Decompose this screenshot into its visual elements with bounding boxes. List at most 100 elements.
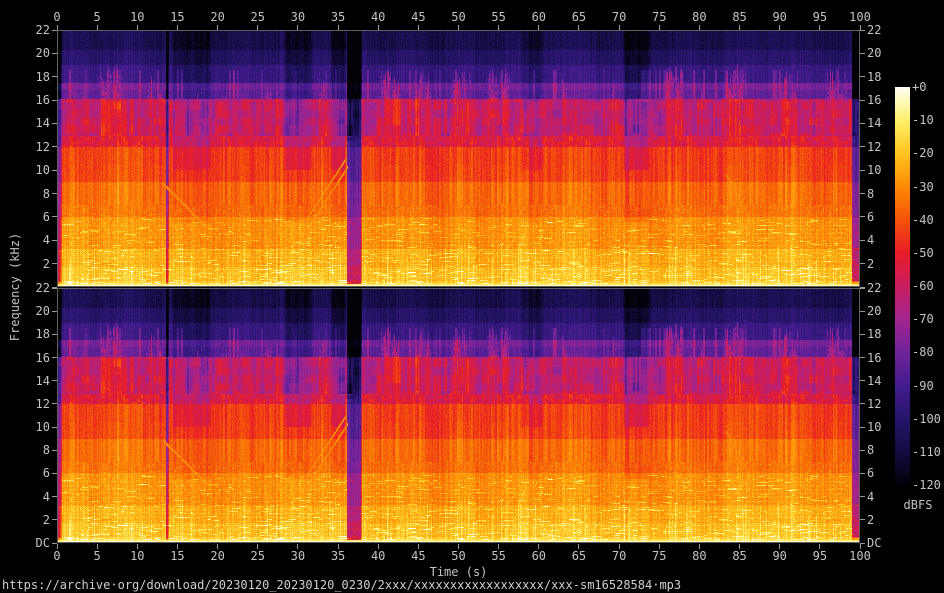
y-axis-tick-label: 16: [35, 350, 50, 365]
y-axis-tick: [52, 52, 57, 54]
y-axis-tick: [52, 310, 57, 312]
y-axis-tick-label: 8: [867, 186, 875, 201]
colorbar-tick-label: +0: [912, 80, 927, 94]
x-axis-tick-label: 25: [250, 10, 265, 24]
x-axis-tick-label: 15: [170, 549, 185, 563]
colorbar-tick-label: -90: [912, 378, 934, 393]
y-axis-tick: [860, 286, 865, 288]
x-axis-tick: [136, 25, 138, 30]
x-axis-tick: [458, 25, 459, 30]
y-axis-tick: [52, 99, 57, 101]
x-axis-tick: [417, 544, 419, 549]
x-axis-tick-label: 30: [290, 10, 306, 24]
y-axis-tick: [52, 29, 57, 31]
y-axis-tick: [860, 122, 865, 124]
y-axis-tick: [860, 403, 865, 405]
x-axis-tick: [498, 544, 500, 549]
y-axis-tick: [860, 287, 865, 289]
y-axis-tick-label: 4: [42, 489, 50, 504]
x-axis-tick-label: 100: [849, 10, 871, 24]
y-axis-tick: [52, 496, 57, 498]
y-axis-tick: [860, 310, 865, 312]
y-axis-tick: [52, 287, 57, 289]
x-axis-tick: [538, 25, 540, 30]
x-axis-tick-label: 55: [491, 10, 506, 24]
y-axis-tick-label: 20: [35, 46, 50, 61]
x-axis-tick-label: 40: [370, 10, 386, 24]
y-axis-tick-label: 14: [867, 116, 882, 131]
y-axis-tick: [860, 99, 865, 101]
x-axis-tick: [297, 544, 299, 549]
x-axis-tick: [779, 544, 781, 549]
y-axis-tick-label: 12: [35, 139, 50, 154]
x-axis-tick: [618, 544, 620, 549]
y-axis-tick-label: 18: [867, 327, 882, 342]
x-axis-tick-label: 85: [732, 549, 747, 563]
colorbar-tick-label: -60: [912, 279, 934, 293]
y-axis-tick-label: 14: [35, 373, 50, 388]
y-axis-tick: [860, 239, 865, 241]
y-axis-tick: [860, 146, 865, 148]
y-axis-tick-label: 2: [867, 512, 875, 527]
colorbar-tick-label: -20: [912, 146, 934, 161]
y-axis-tick: [860, 426, 865, 428]
x-axis-tick-label: 100: [849, 549, 871, 563]
x-axis-tick: [297, 25, 299, 30]
y-axis-tick: [860, 333, 865, 335]
x-axis-tick: [658, 25, 660, 30]
x-axis-tick: [377, 544, 379, 549]
x-axis-tick-label: 0: [53, 10, 61, 24]
spectrogram-channel-1-canvas: [57, 30, 860, 287]
y-axis-tick-label: 2: [867, 256, 875, 271]
x-axis-tick-label: 5: [93, 10, 101, 24]
y-axis-tick-label: 10: [867, 163, 882, 178]
colorbar-tick-label: -100: [912, 411, 941, 426]
colorbar-tick-label: -80: [912, 345, 934, 360]
y-axis-tick-label: 10: [867, 420, 882, 435]
y-axis-tick-label: 12: [35, 396, 50, 411]
x-axis-tick: [96, 25, 98, 30]
y-axis-tick-label: 14: [867, 373, 882, 388]
x-axis-tick-label: 50: [451, 10, 466, 24]
x-axis-tick: [658, 544, 660, 549]
x-axis-tick: [136, 544, 138, 549]
y-axis-tick-label: 22: [867, 281, 882, 295]
x-axis-tick-label: 35: [330, 10, 346, 24]
time-axis-title: Time (s): [429, 565, 488, 579]
y-axis-tick: [52, 146, 57, 148]
y-axis-tick-label: 14: [35, 116, 50, 131]
y-axis-tick: [860, 52, 865, 54]
x-axis-tick: [56, 25, 58, 30]
x-axis-tick: [578, 25, 580, 30]
x-axis-tick-label: 65: [571, 549, 587, 563]
x-axis-tick-label: 35: [330, 549, 346, 563]
y-axis-tick: [860, 357, 865, 359]
x-axis-tick: [578, 544, 580, 549]
y-axis-tick: [860, 169, 865, 171]
x-axis-tick: [618, 25, 620, 30]
y-axis-tick: [860, 216, 865, 218]
y-axis-tick: [52, 357, 57, 359]
colorbar-tick-label: -40: [912, 212, 934, 227]
y-axis-tick: [52, 76, 57, 78]
y-axis-tick: [860, 193, 865, 195]
x-axis-tick-label: 50: [451, 549, 466, 563]
x-axis-tick: [96, 544, 98, 549]
x-axis-tick: [417, 25, 419, 30]
y-axis-tick: [52, 403, 57, 405]
y-axis-tick-label: 16: [867, 350, 882, 365]
x-axis-tick-label: 65: [571, 10, 587, 24]
x-axis-tick: [739, 544, 741, 549]
x-axis-tick-label: 55: [491, 549, 506, 563]
y-axis-tick-label: 22: [35, 281, 50, 295]
x-axis-tick: [498, 25, 500, 30]
x-axis-tick: [337, 25, 339, 30]
y-axis-tick-label: DC: [35, 536, 50, 550]
x-axis-tick-label: 30: [290, 549, 306, 563]
y-axis-tick: [52, 449, 57, 451]
colorbar-tick-label: -70: [912, 312, 934, 327]
y-axis-tick-label: 20: [867, 304, 882, 319]
y-axis-tick: [52, 263, 57, 265]
y-axis-tick-label: 6: [867, 466, 875, 481]
y-axis-tick-label: 6: [42, 466, 50, 481]
